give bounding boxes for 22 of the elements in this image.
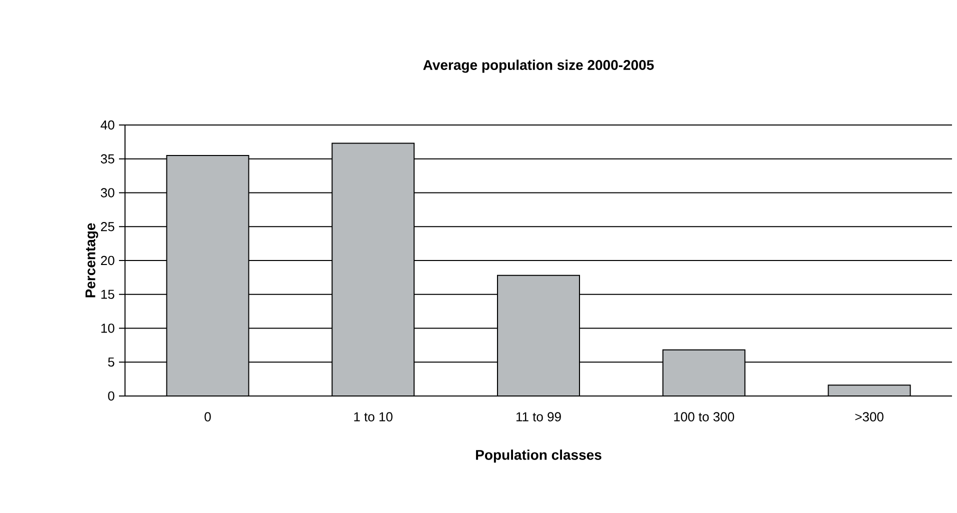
bar bbox=[662, 349, 746, 396]
y-tick-label: 40 bbox=[100, 120, 114, 130]
y-axis-title: Percentage bbox=[86, 223, 98, 298]
bar bbox=[332, 142, 415, 396]
y-tick-label: 10 bbox=[101, 324, 114, 333]
y-tick-label: 0 bbox=[108, 391, 114, 401]
y-tick-label: 5 bbox=[108, 358, 114, 367]
bar bbox=[828, 384, 911, 396]
x-axis-title: Population classes bbox=[476, 450, 602, 463]
bar bbox=[166, 154, 250, 396]
chart-title: Average population size 2000-2005 bbox=[423, 60, 654, 73]
x-tick-label: >300 bbox=[855, 412, 884, 422]
x-tick-label: 11 to 99 bbox=[516, 412, 561, 422]
bar bbox=[497, 274, 580, 396]
x-tick-label: 100 to 300 bbox=[674, 412, 734, 422]
y-tick-label: 30 bbox=[100, 188, 114, 198]
x-tick-label: 1 to 10 bbox=[354, 412, 392, 422]
y-tick-label: 35 bbox=[100, 154, 114, 164]
y-tick-label: 15 bbox=[101, 290, 114, 299]
y-tick-label: 20 bbox=[101, 256, 114, 266]
x-tick-label: 0 bbox=[204, 412, 211, 422]
y-tick-label: 25 bbox=[101, 222, 114, 232]
